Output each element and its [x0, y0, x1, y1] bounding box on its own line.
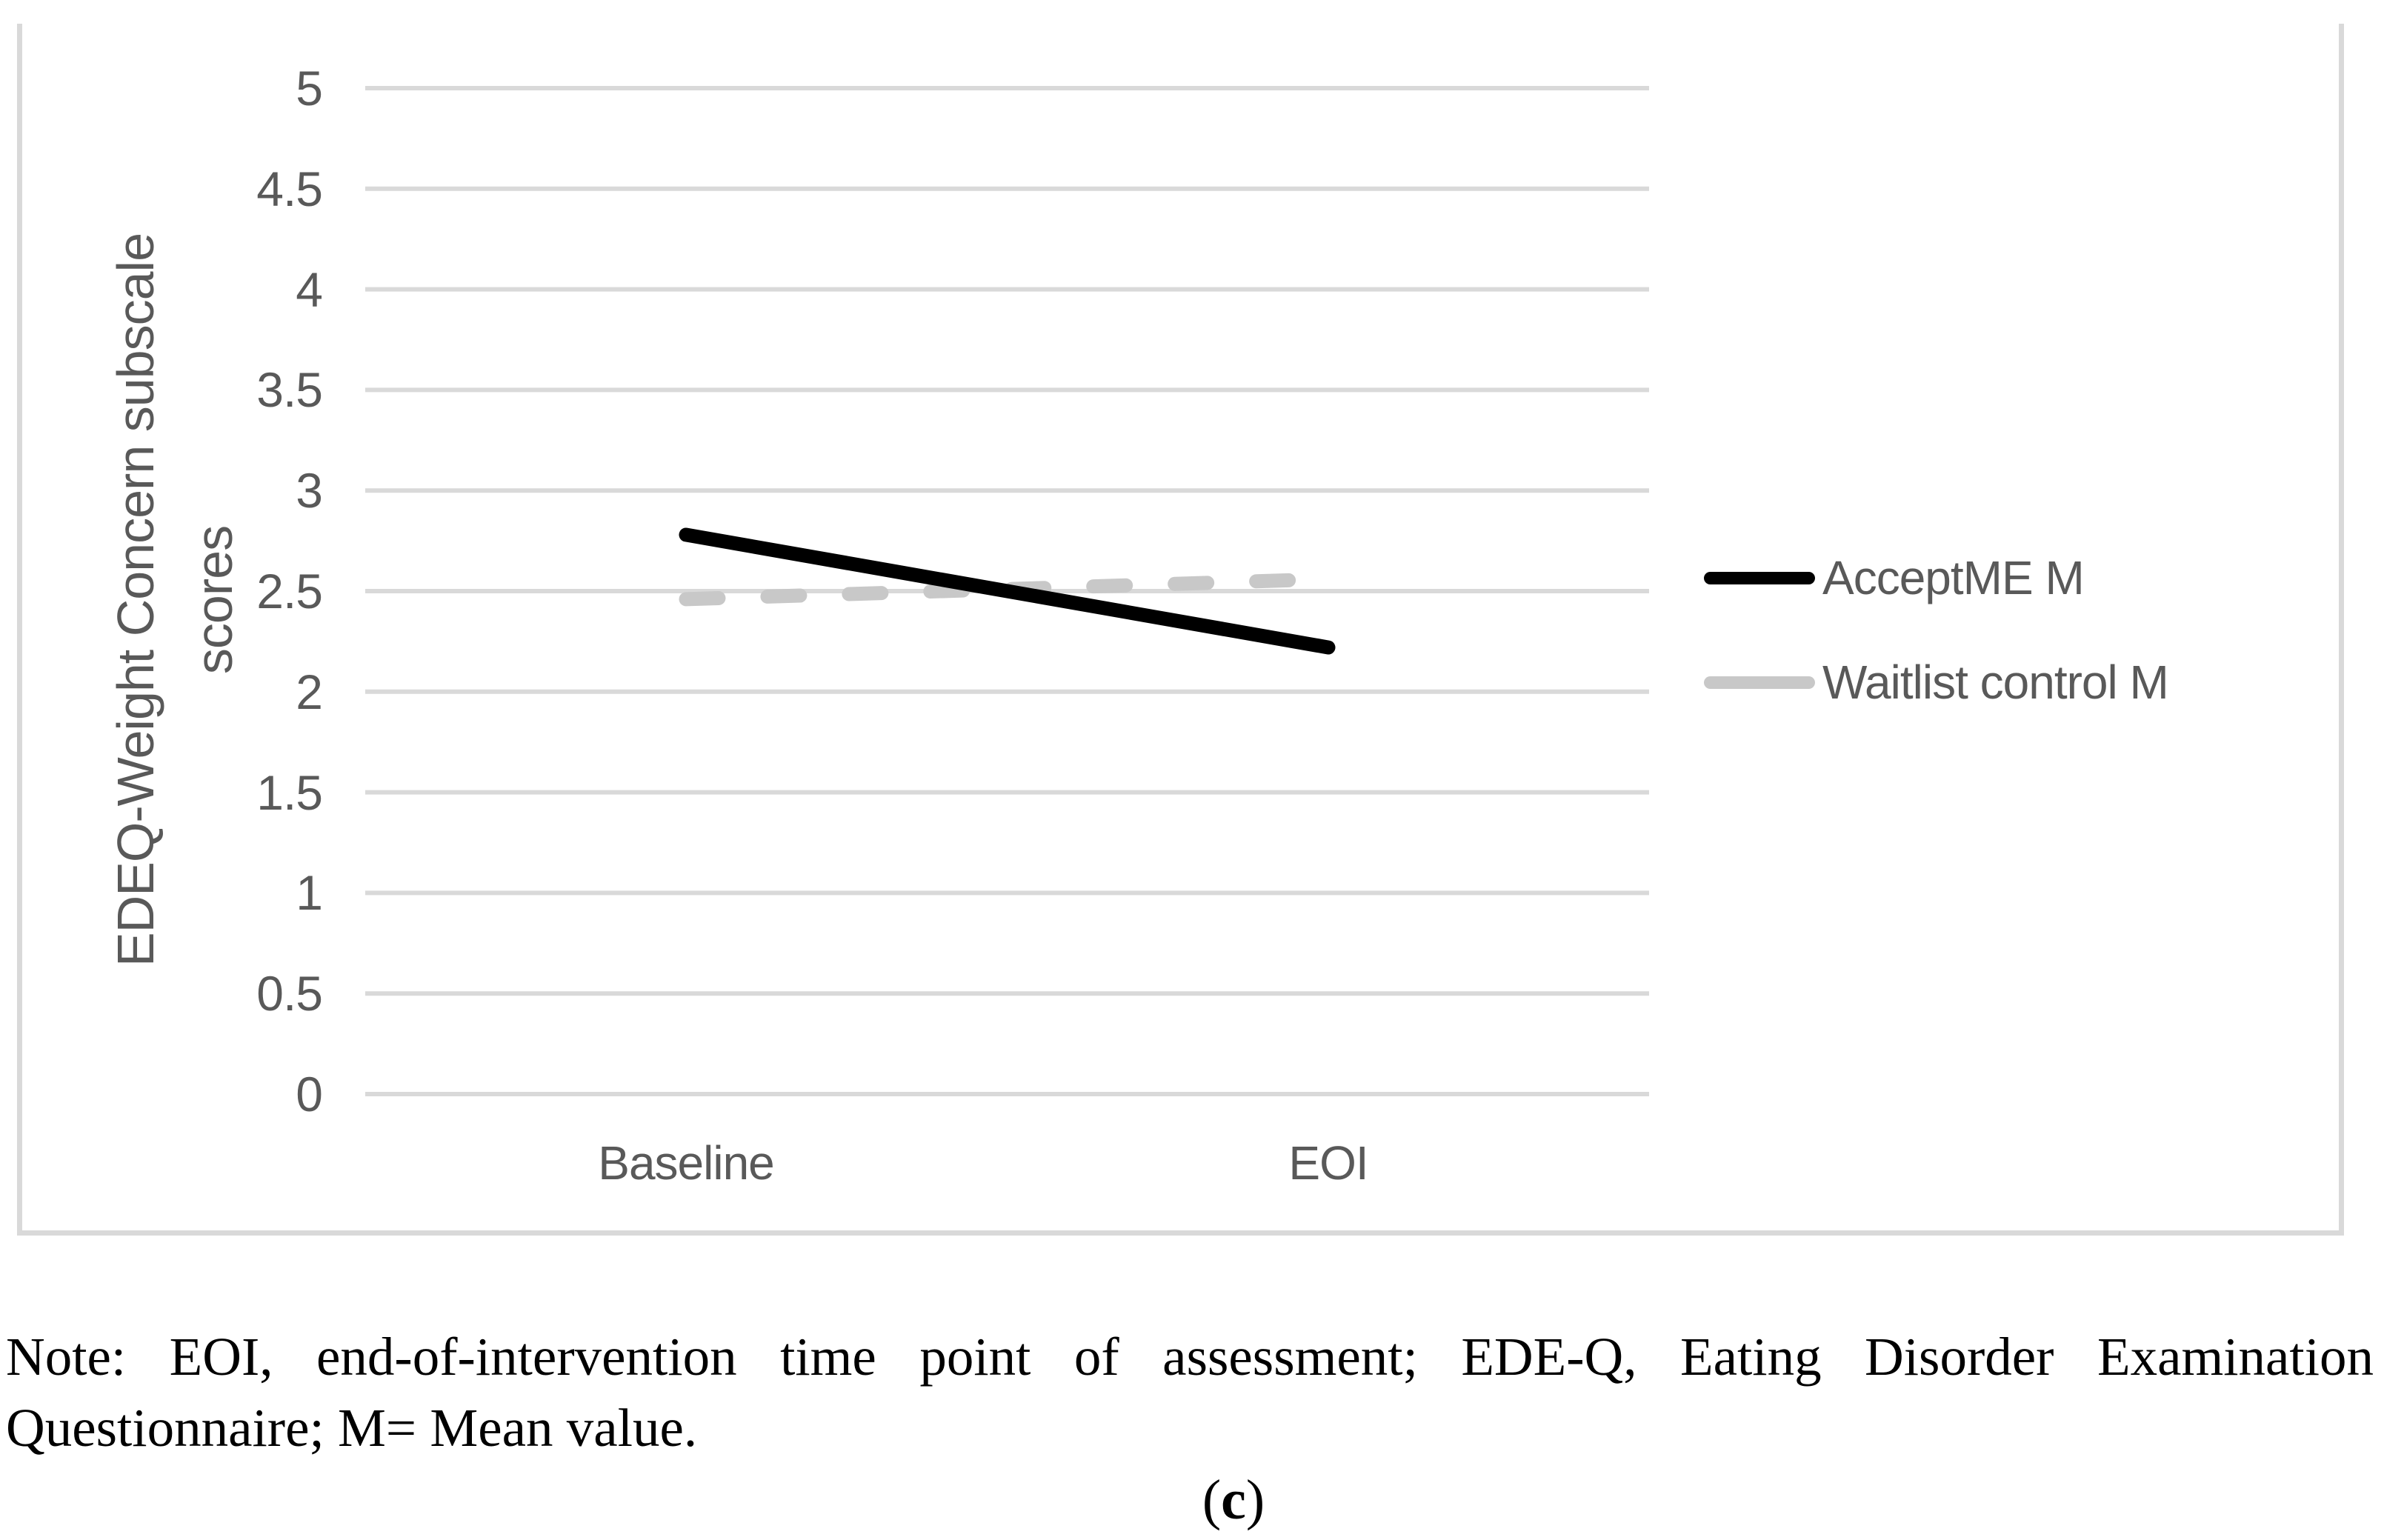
caption-close-paren: ) — [1245, 1469, 1265, 1531]
y-tick-label-4: 4 — [296, 261, 323, 317]
series-line-acceptme-m — [679, 527, 1336, 655]
y-tick-label-3: 3 — [296, 463, 323, 519]
x-axis-label-eoi: EOI — [1288, 1136, 1368, 1190]
legend-swatch-waitlist-line — [1704, 676, 1815, 689]
chart-frame — [17, 24, 2344, 1236]
figure-note-line2: Questionnaire; M= Mean value. — [6, 1398, 698, 1458]
y-tick-label-0.5: 0.5 — [256, 966, 323, 1021]
figure-note-line1: Note: EOI, end-of-intervention time poin… — [6, 1327, 2374, 1387]
y-tick-label-2.5: 2.5 — [256, 564, 323, 619]
y-tick-label-1: 1 — [296, 865, 323, 921]
legend-swatch-acceptme-line — [1704, 571, 1815, 584]
legend-label-waitlist: Waitlist control M — [1822, 656, 2169, 709]
legend-item-acceptme: AcceptME M — [1704, 551, 2085, 604]
y-axis-title-line1: EDEQ-Weight Concern subscale — [107, 233, 164, 967]
caption-open-paren: ( — [1202, 1469, 1222, 1531]
x-axis-label-baseline: Baseline — [598, 1136, 775, 1190]
caption-letter: c — [1221, 1469, 1246, 1531]
figure-note: Note: EOI, end-of-intervention time poin… — [6, 1326, 2374, 1468]
y-tick-label-1.5: 1.5 — [256, 764, 323, 820]
y-tick-label-0: 0 — [296, 1067, 323, 1121]
legend-item-waitlist: Waitlist control M — [1704, 656, 2169, 709]
y-tick-label-4.5: 4.5 — [256, 161, 323, 216]
y-tick-label-3.5: 3.5 — [256, 362, 323, 418]
subfigure-caption: (c) — [1111, 1468, 1356, 1533]
legend-label-acceptme: AcceptME M — [1822, 551, 2085, 604]
y-tick-label-2: 2 — [296, 664, 323, 719]
y-tick-label-5: 5 — [296, 61, 323, 116]
